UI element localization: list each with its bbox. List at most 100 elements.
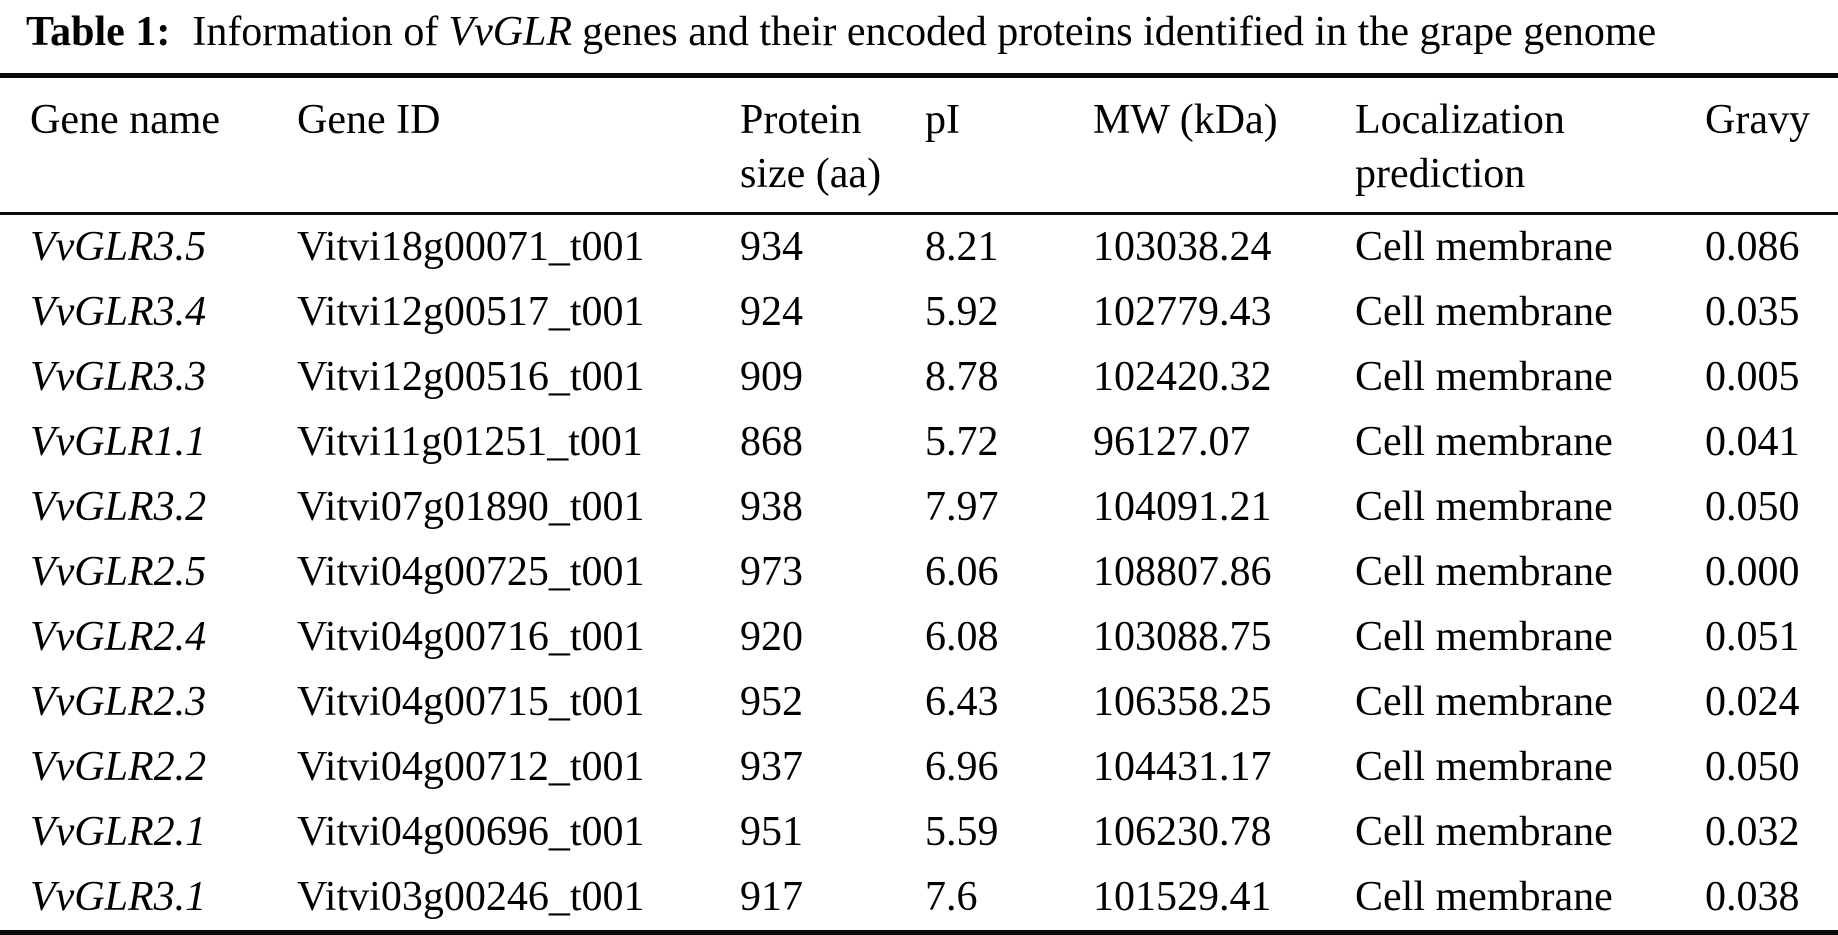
column-header-gene-id: Gene ID [297, 75, 740, 215]
table-header: Gene name Gene ID Protein size (aa) pI M… [0, 75, 1838, 215]
cell-gene-name: VvGLR2.1 [30, 809, 207, 855]
table-caption: Table 1: Information of VvGLR genes and the… [0, 0, 1838, 73]
cell-gravy: 0.005 [1705, 354, 1800, 400]
table-row: VvGLR3.5 Vitvi18g00071_t001 934 8.21 103… [0, 213, 1838, 280]
cell-mw: 96127.07 [1093, 419, 1251, 465]
cell-gravy: 0.050 [1705, 484, 1800, 530]
cell-gravy: 0.051 [1705, 614, 1800, 660]
cell-gene-name: VvGLR3.3 [30, 354, 207, 400]
cell-gene-id: Vitvi18g00071_t001 [297, 224, 645, 270]
cell-mw: 108807.86 [1093, 549, 1272, 595]
cell-localization: Cell membrane [1355, 679, 1613, 725]
cell-gene-name: VvGLR3.5 [30, 224, 207, 270]
cell-pi: 6.06 [925, 549, 999, 595]
cell-mw: 101529.41 [1093, 874, 1272, 920]
cell-gravy: 0.024 [1705, 679, 1800, 725]
table-caption-text-post: genes and their encoded proteins identif… [582, 9, 1657, 55]
cell-gene-id: Vitvi04g00696_t001 [297, 809, 645, 855]
column-header-protein-size: Protein size (aa) [740, 75, 925, 215]
gene-info-table: Gene name Gene ID Protein size (aa) pI M… [0, 73, 1838, 935]
cell-gravy: 0.086 [1705, 224, 1800, 270]
cell-localization: Cell membrane [1355, 874, 1613, 920]
cell-protein-size: 920 [740, 614, 803, 660]
cell-gene-name: VvGLR1.1 [30, 419, 207, 465]
column-header-gravy: Gravy [1705, 75, 1838, 215]
cell-gene-id: Vitvi12g00516_t001 [297, 354, 645, 400]
cell-localization: Cell membrane [1355, 549, 1613, 595]
cell-pi: 7.6 [925, 874, 978, 920]
cell-pi: 6.08 [925, 614, 999, 660]
cell-gene-name: VvGLR2.5 [30, 549, 207, 595]
table-caption-gene-name: VvGLR [448, 9, 573, 55]
cell-gravy: 0.035 [1705, 289, 1800, 335]
cell-protein-size: 937 [740, 744, 803, 790]
table-caption-text-pre: Information of [192, 9, 439, 55]
cell-gene-id: Vitvi04g00725_t001 [297, 549, 645, 595]
cell-mw: 106358.25 [1093, 679, 1272, 725]
cell-pi: 5.72 [925, 419, 999, 465]
cell-localization: Cell membrane [1355, 614, 1613, 660]
table-row: VvGLR2.5 Vitvi04g00725_t001 973 6.06 108… [0, 540, 1838, 605]
table-header-row: Gene name Gene ID Protein size (aa) pI M… [0, 75, 1838, 215]
table-row: VvGLR1.1 Vitvi11g01251_t001 868 5.72 961… [0, 410, 1838, 475]
column-header-mw: MW (kDa) [1093, 75, 1355, 215]
cell-localization: Cell membrane [1355, 419, 1613, 465]
table-row: VvGLR2.2 Vitvi04g00712_t001 937 6.96 104… [0, 735, 1838, 800]
table-row: VvGLR3.1 Vitvi03g00246_t001 917 7.6 1015… [0, 865, 1838, 933]
cell-gene-name: VvGLR3.1 [30, 874, 207, 920]
cell-protein-size: 952 [740, 679, 803, 725]
cell-protein-size: 938 [740, 484, 803, 530]
cell-pi: 7.97 [925, 484, 999, 530]
cell-protein-size: 973 [740, 549, 803, 595]
cell-gravy: 0.038 [1705, 874, 1800, 920]
column-header-pi: pI [925, 75, 1093, 215]
cell-gravy: 0.050 [1705, 744, 1800, 790]
cell-localization: Cell membrane [1355, 809, 1613, 855]
table-row: VvGLR2.4 Vitvi04g00716_t001 920 6.08 103… [0, 605, 1838, 670]
cell-gene-id: Vitvi04g00716_t001 [297, 614, 645, 660]
cell-protein-size: 951 [740, 809, 803, 855]
table-row: VvGLR3.3 Vitvi12g00516_t001 909 8.78 102… [0, 345, 1838, 410]
cell-mw: 104091.21 [1093, 484, 1272, 530]
cell-gravy: 0.032 [1705, 809, 1800, 855]
cell-localization: Cell membrane [1355, 289, 1613, 335]
cell-gene-name: VvGLR3.2 [30, 484, 207, 530]
cell-gene-id: Vitvi11g01251_t001 [297, 419, 643, 465]
table-row: VvGLR3.2 Vitvi07g01890_t001 938 7.97 104… [0, 475, 1838, 540]
cell-pi: 6.43 [925, 679, 999, 725]
cell-protein-size: 909 [740, 354, 803, 400]
table-row: VvGLR2.1 Vitvi04g00696_t001 951 5.59 106… [0, 800, 1838, 865]
cell-gene-id: Vitvi03g00246_t001 [297, 874, 645, 920]
table-row: VvGLR2.3 Vitvi04g00715_t001 952 6.43 106… [0, 670, 1838, 735]
cell-pi: 5.92 [925, 289, 999, 335]
cell-gene-name: VvGLR2.4 [30, 614, 207, 660]
cell-protein-size: 934 [740, 224, 803, 270]
cell-gravy: 0.000 [1705, 549, 1800, 595]
cell-protein-size: 868 [740, 419, 803, 465]
cell-pi: 8.78 [925, 354, 999, 400]
cell-protein-size: 917 [740, 874, 803, 920]
cell-mw: 103088.75 [1093, 614, 1272, 660]
cell-mw: 104431.17 [1093, 744, 1272, 790]
cell-gene-id: Vitvi04g00712_t001 [297, 744, 645, 790]
cell-protein-size: 924 [740, 289, 803, 335]
cell-gravy: 0.041 [1705, 419, 1800, 465]
table-row: VvGLR3.4 Vitvi12g00517_t001 924 5.92 102… [0, 280, 1838, 345]
table-caption-number: Table 1: [26, 9, 171, 55]
cell-mw: 102420.32 [1093, 354, 1272, 400]
cell-localization: Cell membrane [1355, 484, 1613, 530]
cell-mw: 106230.78 [1093, 809, 1272, 855]
cell-pi: 6.96 [925, 744, 999, 790]
cell-localization: Cell membrane [1355, 224, 1613, 270]
cell-gene-name: VvGLR2.2 [30, 744, 207, 790]
cell-mw: 103038.24 [1093, 224, 1272, 270]
cell-gene-id: Vitvi04g00715_t001 [297, 679, 645, 725]
cell-pi: 8.21 [925, 224, 999, 270]
cell-gene-id: Vitvi07g01890_t001 [297, 484, 645, 530]
cell-pi: 5.59 [925, 809, 999, 855]
cell-mw: 102779.43 [1093, 289, 1272, 335]
column-header-localization: Localization prediction [1355, 75, 1705, 215]
cell-localization: Cell membrane [1355, 354, 1613, 400]
cell-gene-id: Vitvi12g00517_t001 [297, 289, 645, 335]
